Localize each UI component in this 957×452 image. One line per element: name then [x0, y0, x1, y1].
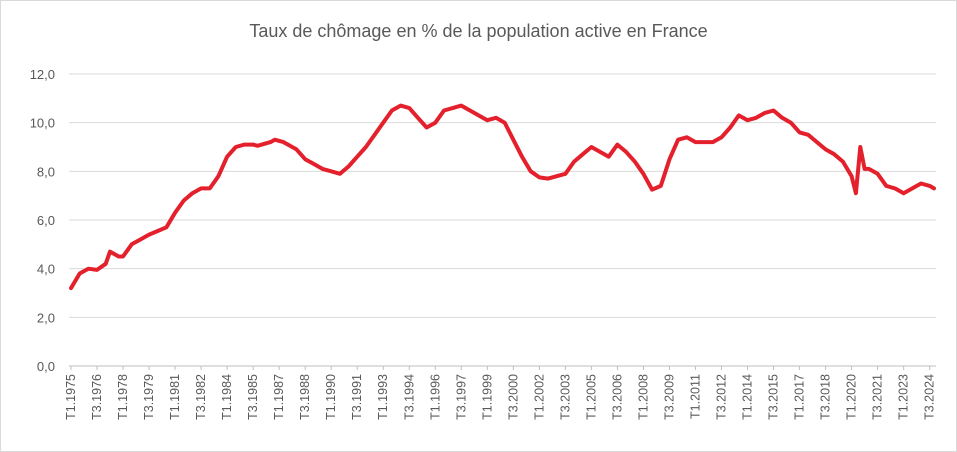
x-tick-label: T3.1988 [298, 374, 312, 420]
gridlines [69, 73, 936, 367]
y-tick-label: 2,0 [37, 310, 55, 325]
x-tick-label: T1.2011 [688, 374, 702, 419]
x-tick-label: T3.2009 [662, 374, 676, 420]
x-tick-label: T1.2005 [584, 374, 598, 420]
y-tick-label: 0,0 [37, 359, 55, 374]
x-tick-label: T1.1990 [324, 374, 338, 420]
x-axis-ticks: T1.1975 T3.1976 T1.1978 T3.1979 T1.1981 T3.19… [64, 366, 937, 420]
x-tick-label: T1.2023 [897, 374, 911, 420]
x-tick-label: T3.2021 [871, 374, 885, 420]
x-tick-label: T1.2002 [532, 374, 546, 420]
x-tick-label: T1.1978 [116, 374, 130, 420]
y-tick-label: 8,0 [37, 164, 55, 179]
x-tick-label: T1.1984 [220, 374, 234, 420]
x-tick-label: T1.2020 [845, 374, 859, 420]
x-tick-label: T3.2018 [819, 374, 833, 420]
series-layer [69, 103, 936, 291]
x-tick-label: T1.2008 [636, 374, 650, 420]
x-tick-label: T3.2015 [767, 374, 781, 420]
y-tick-label: 10,0 [30, 116, 55, 131]
x-tick-label: T3.1991 [350, 374, 364, 420]
x-tick-label: T1.2017 [793, 374, 807, 420]
x-tick-label: T3.1994 [402, 374, 416, 420]
x-tick-label: T1.1999 [480, 374, 494, 420]
x-tick-label: T3.1979 [142, 374, 156, 420]
series-line-unemployment-rate [69, 103, 936, 291]
x-tick-label: T3.1997 [454, 374, 468, 420]
x-tick-label: T3.1985 [246, 374, 260, 420]
y-axis-ticks: 0,0 2,0 4,0 6,0 8,0 10,0 12,0 [30, 67, 55, 374]
x-tick-label: T1.1981 [168, 374, 182, 420]
x-tick-label: T3.2003 [558, 374, 572, 420]
x-tick-label: T1.1987 [272, 374, 286, 420]
x-tick-label: T3.2006 [610, 374, 624, 420]
x-tick-label: T1.1975 [64, 374, 78, 420]
x-tick-label: T3.2024 [923, 374, 937, 420]
x-tick-label: T3.1976 [90, 374, 104, 420]
x-tick-label: T3.1982 [194, 374, 208, 420]
x-tick-label: T3.2012 [715, 374, 729, 420]
x-tick-label: T3.2000 [506, 374, 520, 420]
y-tick-label: 6,0 [37, 213, 55, 228]
x-tick-label: T1.2014 [741, 374, 755, 420]
x-tick-label: T1.1993 [376, 374, 390, 420]
x-tick-label: T1.1996 [428, 374, 442, 420]
y-tick-label: 12,0 [30, 67, 55, 82]
chart-title: Taux de chômage en % de la population ac… [249, 21, 708, 41]
y-tick-label: 4,0 [37, 262, 55, 277]
